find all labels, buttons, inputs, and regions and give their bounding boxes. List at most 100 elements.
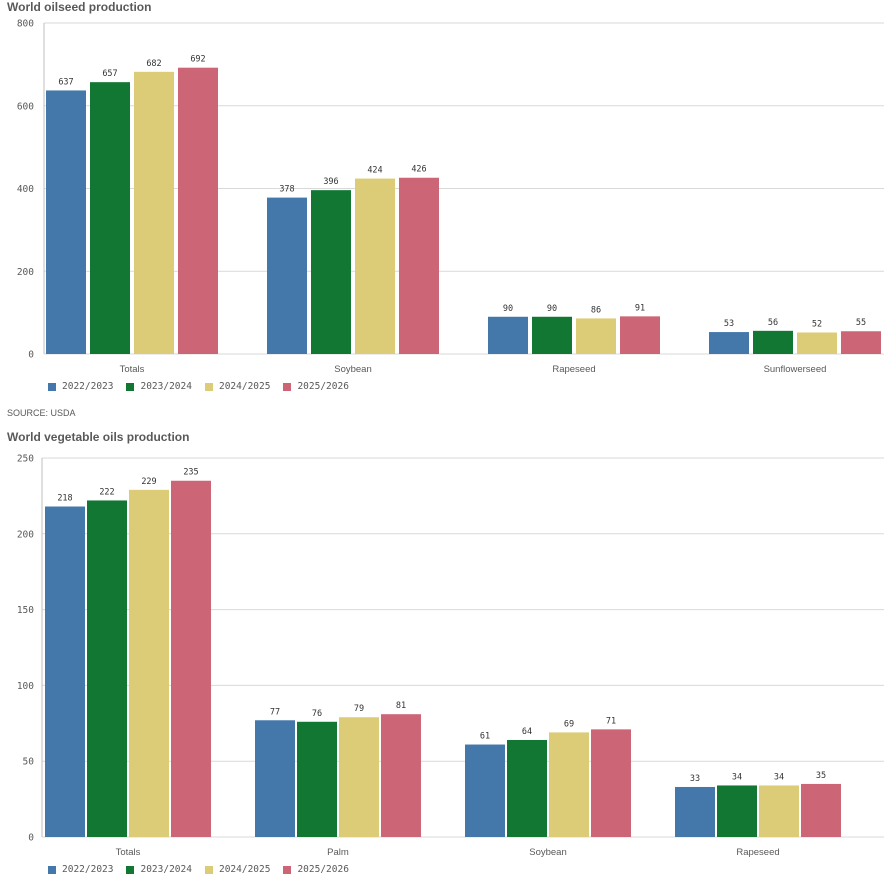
- data-label: 81: [396, 701, 406, 711]
- vegetable-oils-bar-chart: 0 50 100 150 200 250 218 222 229 235 Totals 77 76 79 8…: [17, 454, 884, 858]
- bar: [381, 714, 421, 837]
- x-category-label: Sunflowerseed: [764, 364, 827, 375]
- legend-label: 2025/2026: [297, 381, 349, 392]
- oilseed-bar-chart: 0 200 400 600 800 637 657 682 692 Totals 378 396 424…: [17, 19, 884, 375]
- y-tick-label: 200: [17, 267, 34, 278]
- oilseed-legend: 2022/2023 2023/2024 2024/2025 2025/2026: [48, 381, 362, 392]
- x-category-label: Rapeseed: [736, 847, 779, 858]
- legend-label: 2023/2024: [140, 864, 192, 875]
- bar: [90, 82, 130, 354]
- data-label: 34: [774, 772, 784, 782]
- legend-label: 2022/2023: [62, 381, 114, 392]
- x-category-label: Rapeseed: [552, 364, 595, 375]
- bar: [311, 190, 351, 354]
- legend-item[interactable]: 2023/2024: [126, 864, 192, 875]
- data-label: 76: [312, 709, 322, 719]
- bar: [549, 732, 589, 837]
- bar: [620, 316, 660, 354]
- legend-label: 2022/2023: [62, 864, 114, 875]
- data-label: 69: [564, 719, 574, 729]
- bar: [507, 739, 547, 837]
- legend-swatch: [126, 382, 135, 391]
- y-tick-label: 600: [17, 101, 34, 112]
- bar: [129, 489, 169, 837]
- bar: [134, 71, 174, 354]
- data-label: 79: [354, 704, 364, 714]
- bar: [488, 316, 528, 354]
- oilseed-chart-title: World oilseed production: [7, 0, 152, 14]
- data-label: 90: [503, 304, 513, 314]
- legend-swatch: [126, 865, 135, 874]
- data-label: 56: [768, 318, 778, 328]
- bar: [87, 500, 127, 837]
- data-label: 33: [690, 774, 700, 784]
- bar: [709, 332, 749, 354]
- bar: [801, 783, 841, 837]
- data-label: 235: [183, 468, 198, 478]
- data-label: 35: [816, 771, 826, 781]
- data-label: 424: [367, 166, 382, 176]
- legend-item[interactable]: 2022/2023: [48, 864, 113, 875]
- bar: [591, 729, 631, 837]
- data-label: 426: [411, 165, 426, 175]
- legend-item[interactable]: 2025/2026: [283, 864, 349, 875]
- y-tick-label: 400: [17, 184, 34, 195]
- y-tick-label: 0: [28, 350, 34, 361]
- legend-label: 2023/2024: [140, 381, 192, 392]
- x-category-label: Totals: [116, 847, 141, 858]
- legend-swatch: [204, 382, 213, 391]
- bar: [46, 90, 86, 354]
- data-label: 34: [732, 772, 742, 782]
- data-label: 378: [279, 185, 294, 195]
- data-label: 637: [58, 77, 73, 87]
- data-label: 657: [102, 69, 117, 79]
- y-tick-label: 200: [17, 529, 34, 540]
- legend-item[interactable]: 2023/2024: [126, 381, 192, 392]
- bar: [178, 67, 218, 354]
- vegetable-oils-chart-title: World vegetable oils production: [7, 430, 190, 444]
- data-label: 64: [522, 727, 532, 737]
- y-tick-label: 50: [23, 757, 35, 768]
- y-tick-label: 250: [17, 454, 34, 465]
- data-label: 55: [856, 318, 866, 328]
- bar: [339, 717, 379, 837]
- bar: [45, 506, 85, 837]
- x-category-label: Soybean: [334, 364, 372, 375]
- bar: [297, 721, 337, 837]
- x-category-label: Totals: [120, 364, 145, 375]
- data-label: 229: [141, 477, 156, 487]
- legend-item[interactable]: 2022/2023: [48, 381, 113, 392]
- data-label: 222: [99, 487, 114, 497]
- bar: [576, 318, 616, 354]
- legend-swatch: [48, 382, 56, 391]
- legend-item[interactable]: 2025/2026: [283, 381, 349, 392]
- y-tick-label: 150: [17, 605, 34, 616]
- data-label: 396: [323, 177, 338, 187]
- y-tick-label: 100: [17, 681, 34, 692]
- data-label: 77: [270, 707, 280, 717]
- data-label: 52: [812, 319, 822, 329]
- legend-item[interactable]: 2024/2025: [204, 864, 271, 875]
- legend-swatch: [283, 382, 292, 391]
- legend-label: 2024/2025: [218, 381, 271, 392]
- bar: [759, 785, 799, 837]
- data-label: 682: [146, 59, 161, 69]
- bar: [841, 331, 881, 354]
- legend-label: 2024/2025: [218, 864, 271, 875]
- data-label: 61: [480, 732, 490, 742]
- y-tick-label: 800: [17, 19, 34, 30]
- vegetable-oils-legend: 2022/2023 2023/2024 2024/2025 2025/2026: [48, 864, 362, 875]
- data-label: 692: [190, 55, 205, 65]
- x-category-label: Palm: [327, 847, 349, 858]
- bar: [465, 744, 505, 837]
- legend-swatch: [48, 865, 56, 874]
- bar: [797, 332, 837, 354]
- bar: [399, 177, 439, 354]
- y-tick-label: 0: [28, 833, 34, 844]
- legend-item[interactable]: 2024/2025: [204, 381, 271, 392]
- x-category-label: Soybean: [529, 847, 567, 858]
- data-label: 86: [591, 305, 601, 315]
- legend-label: 2025/2026: [297, 864, 349, 875]
- source-note: SOURCE: USDA: [7, 408, 76, 418]
- bar: [267, 197, 307, 354]
